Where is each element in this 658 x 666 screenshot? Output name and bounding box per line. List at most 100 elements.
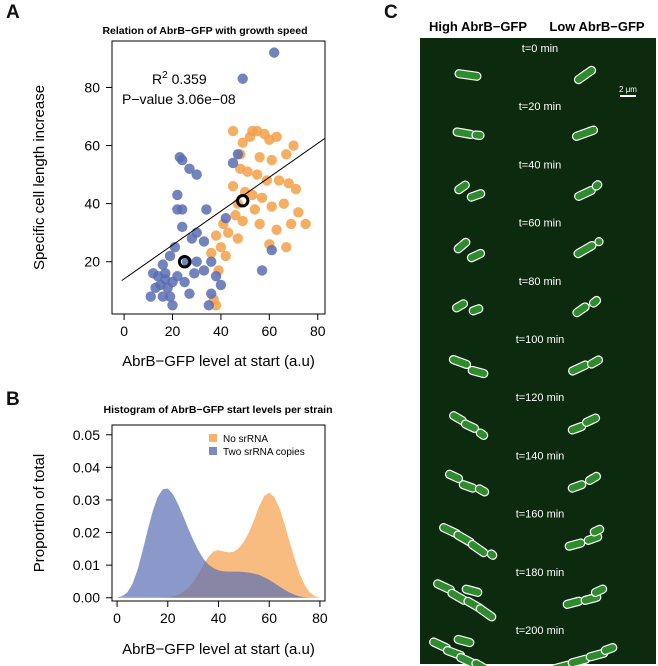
blue-point [203,300,215,311]
high-abrb-cell [454,69,482,81]
high-abrb-cell [454,180,470,195]
low-abrb-cell [586,355,604,369]
orange-legend-swatch [209,434,217,442]
blue-density-area [117,488,310,598]
chart-a-frame [111,40,326,315]
orange-point [252,169,263,180]
blue-point [268,47,280,58]
column-label-low: Low AbrB−GFP [549,19,645,34]
x-tick-label: 0 [113,610,121,626]
timepoint-label: t=40 min [519,159,562,171]
orange-point [281,149,292,160]
y-tick-label: 80 [84,79,100,95]
orange-point [285,218,297,230]
blue-point [198,265,210,276]
high-abrb-cell [475,604,497,622]
y-tick-label: 0.02 [73,525,100,541]
blue-point [164,250,176,262]
orange-point [266,201,277,212]
x-axis-label: AbrB−GFP level at start (a.u) [122,353,315,370]
orange-point [254,151,265,163]
x-tick-label: 20 [165,323,181,339]
blue-point [191,256,202,267]
high-abrb-cell [471,130,485,140]
timepoint-label: t=80 min [519,276,562,288]
timepoint-label: t=180 min [516,567,565,579]
y-tick-label: 0.04 [73,459,100,475]
orange-point [271,224,282,235]
low-abrb-cell [600,643,618,655]
y-tick-label: 60 [84,138,100,154]
high-abrb-cell [453,634,475,648]
y-tick-label: 20 [84,254,100,270]
low-abrb-cell [571,125,599,141]
orange-point [232,233,244,244]
orange-point [256,192,268,204]
low-abrb-cell [590,584,608,598]
x-tick-label: 40 [213,323,229,339]
orange-point [300,218,311,230]
blue-point [206,288,217,299]
blue-point [186,233,198,244]
blue-point [210,271,222,282]
column-label-high: High AbrB−GFP [429,19,527,34]
highlighted-point [236,194,250,208]
blue-point [176,154,188,166]
blue-point [227,157,239,169]
blue-point [179,276,190,288]
blue-point [232,149,244,160]
high-abrb-cell [486,549,498,560]
low-abrb-cell [594,237,604,247]
orange-point [293,207,304,218]
high-abrb-cell [453,237,471,254]
plot-area [121,47,325,311]
blue-point [215,279,227,291]
orange-point [288,140,299,151]
blue-point [198,236,210,247]
orange-point [290,183,302,195]
blue-point [191,169,202,180]
blue-point [145,291,156,302]
orange-point [222,227,234,238]
y-tick-label: 0.00 [73,590,100,606]
blue-point [220,212,231,224]
high-abrb-cell [475,428,489,440]
y-axis-label: Specific cell length increase [31,85,48,270]
orange-point [283,178,294,189]
x-tick-label: 60 [262,323,278,339]
low-abrb-cell [591,180,603,191]
orange-point [281,242,292,253]
orange-point [220,250,231,262]
timepoint-label: t=200 min [516,625,565,637]
blue-point [172,189,183,201]
timepoint-label: t=100 min [516,334,565,346]
timepoint-label: t=60 min [519,218,562,230]
orange-point [206,247,217,259]
orange-point [271,131,282,143]
orange-point [210,230,222,241]
y-tick-label: 0.03 [73,492,100,508]
blue-legend-swatch [209,447,217,455]
x-tick-label: 60 [261,610,277,626]
x-tick-label: 20 [160,610,176,626]
orange-point [242,166,253,177]
legend-label: Two srRNA copies [223,447,305,458]
low-abrb-cell [572,302,590,318]
scale-bar-label: 2 μm [619,85,637,94]
orange-point [249,204,261,215]
panel-label-a: A [6,2,20,23]
legend-label: No srRNA [223,434,268,445]
chart-a-title: Relation of AbrB−GFP with growth speed [102,25,307,37]
blue-point [189,268,200,279]
blue-point [160,268,171,279]
blue-point [167,276,178,288]
orange-point [210,300,222,311]
orange-point [215,242,227,253]
micrograph-background [420,38,656,664]
blue-point [176,204,188,215]
blue-point [206,256,217,267]
high-abrb-cell [448,355,472,369]
low-abrb-cell [567,480,587,493]
